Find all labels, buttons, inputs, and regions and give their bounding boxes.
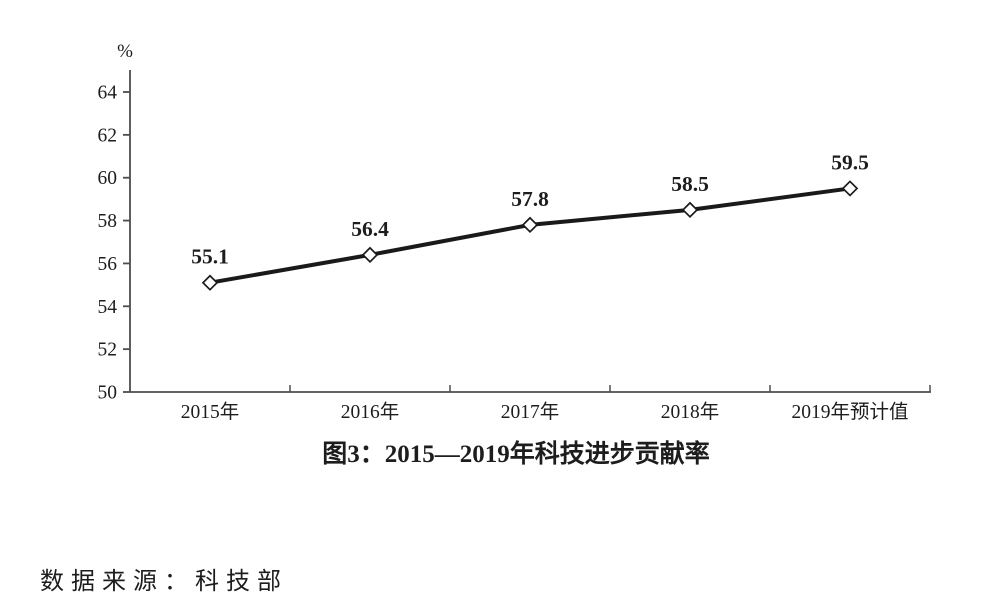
y-tick-label: 56: [98, 254, 118, 275]
y-tick-label: 60: [98, 168, 118, 189]
x-category-label: 2019年预计值: [791, 401, 908, 423]
data-point-label: 55.1: [191, 245, 229, 269]
x-category-label: 2015年: [181, 401, 240, 423]
y-tick-label: 52: [98, 340, 118, 361]
x-category-label: 2016年: [341, 401, 400, 423]
data-point-label: 57.8: [511, 187, 549, 211]
x-category-label: 2017年: [501, 401, 560, 423]
y-tick-label: 62: [98, 125, 118, 146]
data-point-label: 59.5: [831, 150, 869, 174]
data-point-marker: [681, 201, 699, 219]
chart-title: 图3：2015—2019年科技进步贡献率: [322, 441, 710, 468]
y-tick-label: 50: [98, 383, 118, 404]
data-source-note: 数据来源：科技部: [40, 569, 288, 595]
x-category-label: 2018年: [661, 401, 720, 423]
chart-svg: 50 52 54 56 58 60 62 64% 2015年 2016年 2017年 2018年 201…: [98, 41, 931, 423]
data-point-label: 56.4: [351, 217, 389, 241]
y-tick-label: 58: [98, 211, 118, 232]
y-tick-label: 54: [98, 297, 118, 318]
y-tick-label: 64: [98, 83, 118, 104]
data-point-marker: [201, 274, 219, 291]
data-point-label: 58.5: [671, 172, 709, 196]
data-point-marker: [841, 180, 859, 197]
data-point-marker: [361, 246, 379, 264]
y-axis-unit-label: %: [117, 41, 133, 62]
data-point-marker: [521, 216, 539, 234]
